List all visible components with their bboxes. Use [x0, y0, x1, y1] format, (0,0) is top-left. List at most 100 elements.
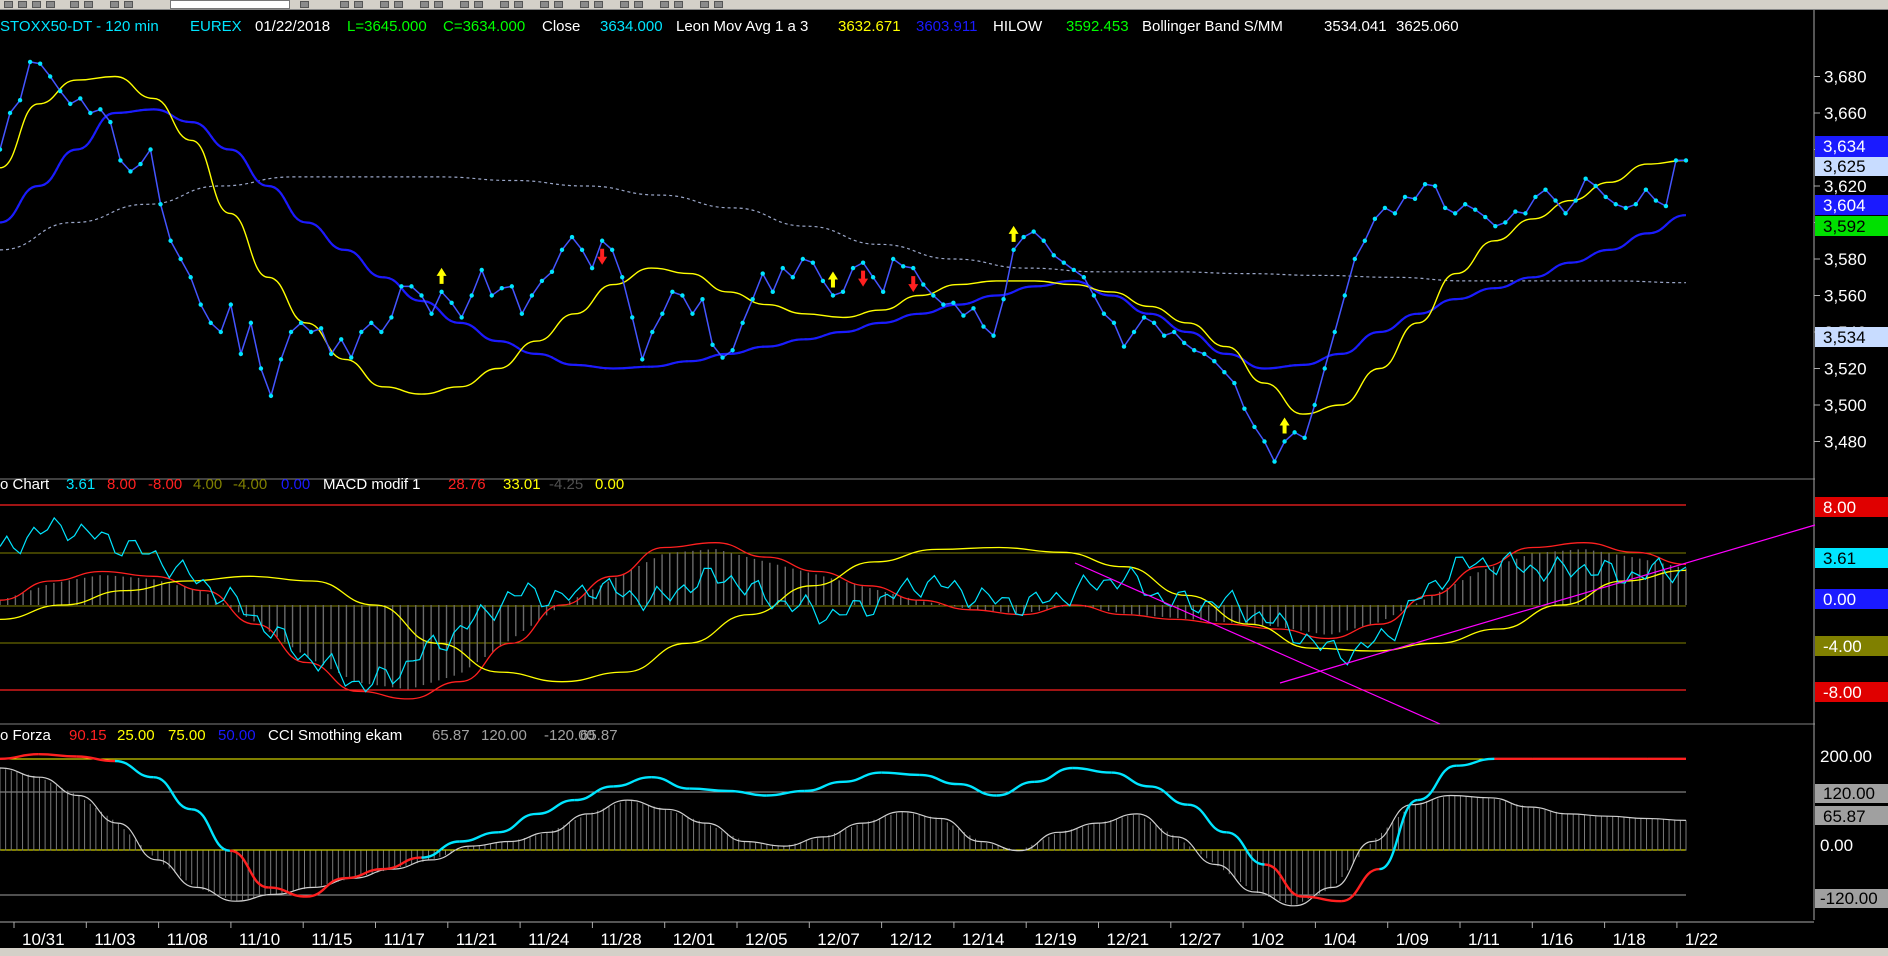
date-label: 01/22/2018 [255, 18, 330, 35]
forza-segment [421, 840, 460, 859]
line-tool-icon[interactable] [500, 1, 509, 8]
x-tick-label: 12/01 [673, 930, 716, 949]
forza-f3: 75.00 [168, 727, 206, 744]
list-icon[interactable] [380, 1, 389, 8]
marker-icon[interactable] [634, 1, 643, 8]
forza-segment [498, 812, 537, 834]
price-line [0, 61, 1686, 464]
price-point [1613, 202, 1618, 207]
price-point [118, 158, 123, 163]
cursor-icon[interactable] [460, 1, 469, 8]
trendline-up[interactable] [1279, 524, 1816, 684]
price-point [1432, 183, 1438, 189]
search-icon[interactable] [300, 1, 309, 8]
grid-icon[interactable] [354, 1, 363, 8]
price-point [1011, 247, 1016, 253]
bb-value-1: 3534.041 [1324, 18, 1387, 35]
save-icon[interactable] [18, 1, 27, 8]
forza-segment [191, 808, 231, 852]
copy-icon[interactable] [84, 1, 93, 8]
price-point [1192, 348, 1197, 353]
price-point [931, 293, 936, 298]
badge-bb-low-bg [1815, 327, 1888, 347]
price-tick-label: 3,520 [1824, 360, 1867, 379]
price-point [1473, 207, 1478, 212]
cycle-icon[interactable] [620, 1, 629, 8]
folder-icon[interactable] [46, 1, 55, 8]
text-tool-icon[interactable] [540, 1, 549, 8]
badge-minus4: -4.00 [1823, 637, 1862, 656]
price-point [238, 351, 244, 357]
price-point [339, 337, 344, 342]
symbol-combo[interactable] [170, 0, 290, 9]
price-point [1452, 211, 1458, 216]
price-point [128, 169, 133, 174]
price-point [1322, 366, 1327, 371]
badge-osc: 3.61 [1823, 549, 1856, 568]
price-point [0, 147, 3, 152]
properties-icon[interactable] [714, 1, 723, 8]
bar-icon[interactable] [124, 1, 133, 8]
price-point [389, 315, 394, 320]
trendline-down[interactable] [1074, 562, 1441, 725]
price-point [1202, 351, 1207, 357]
price-point [599, 238, 605, 243]
redo-icon[interactable] [674, 1, 683, 8]
leon-ma-line [0, 75, 1687, 415]
price-point [1573, 198, 1578, 203]
osc-v3: -8.00 [148, 476, 182, 493]
x-tick-label: 12/14 [962, 930, 1005, 949]
price-point [620, 275, 625, 280]
price-point [1061, 260, 1066, 265]
gann-icon[interactable] [594, 1, 603, 8]
x-tick-label: 11/03 [94, 930, 135, 949]
blue-ma-line [0, 108, 1687, 370]
undo-icon[interactable] [660, 1, 669, 8]
cci-c4: 65.87 [580, 727, 618, 744]
scroll-icon[interactable] [394, 1, 403, 8]
osc-cyan-line [0, 516, 1687, 693]
price-point [860, 260, 866, 265]
price-point [1292, 430, 1297, 435]
table-icon[interactable] [340, 1, 349, 8]
cut-icon[interactable] [70, 1, 79, 8]
fib-icon[interactable] [514, 1, 523, 8]
price-point [539, 278, 545, 284]
badge-bb-low: 3,534 [1823, 328, 1866, 347]
x-tick-label: 1/04 [1323, 930, 1356, 949]
chart-icon[interactable] [110, 1, 119, 8]
price-point [1232, 380, 1237, 386]
price-point [1252, 424, 1257, 430]
print-icon[interactable] [32, 1, 41, 8]
price-point [1121, 344, 1127, 349]
price-point [1041, 238, 1046, 243]
arrow-tool-icon[interactable] [554, 1, 563, 8]
badge-ma-bg [1815, 195, 1888, 215]
close-series-label: Close [542, 18, 580, 35]
badge-6587: 65.87 [1823, 807, 1866, 826]
price-point [248, 320, 254, 326]
buy-signal-arrow [1279, 417, 1290, 434]
price-point [1182, 340, 1187, 346]
zoom-in-icon[interactable] [420, 1, 429, 8]
x-tick-label: 12/05 [745, 930, 788, 949]
price-point [439, 289, 444, 295]
crosshair-icon[interactable] [474, 1, 483, 8]
ma-value-1: 3632.671 [838, 18, 901, 35]
forza-segment [1072, 766, 1112, 774]
zoom-out-icon[interactable] [434, 1, 443, 8]
price-point [138, 161, 143, 167]
price-point [941, 302, 946, 307]
price-point [1643, 187, 1649, 192]
price-point [1352, 256, 1358, 262]
channel-icon[interactable] [580, 1, 589, 8]
delete-icon[interactable] [700, 1, 709, 8]
buy-signal-arrow [436, 267, 447, 284]
price-point [1593, 183, 1598, 189]
price-point [318, 326, 324, 331]
badge-bb: 3,625 [1823, 157, 1866, 176]
x-tick-label: 11/15 [311, 930, 352, 949]
badge-minus120-bg [1815, 889, 1888, 908]
open-icon[interactable] [4, 1, 13, 8]
